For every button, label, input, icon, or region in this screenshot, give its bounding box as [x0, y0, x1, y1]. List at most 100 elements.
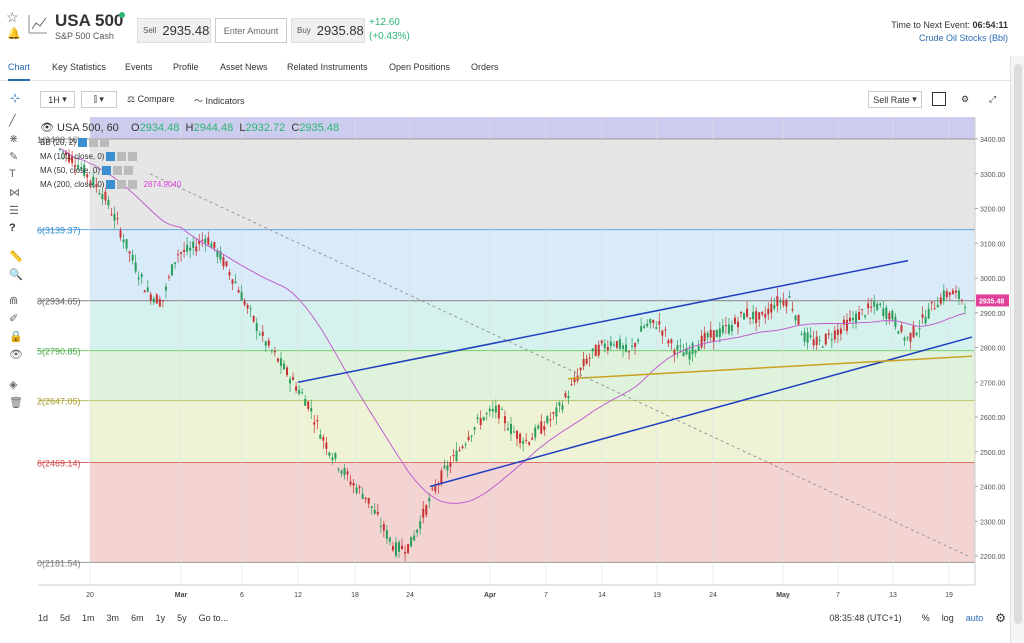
candle-body	[189, 247, 192, 251]
candle-body	[167, 276, 170, 278]
trash-icon[interactable]: 🗑	[9, 397, 23, 409]
candle-body	[561, 405, 564, 410]
candle-body	[655, 327, 658, 329]
interval-select[interactable]: 1H ▾	[40, 91, 75, 108]
candle-body	[791, 308, 794, 311]
indicator-ma100[interactable]: MA (100, close, 0)	[40, 152, 138, 162]
chart-type-select[interactable]: ⫿ ▾	[81, 91, 117, 108]
range-6m[interactable]: 6m	[131, 613, 144, 623]
pattern-tool-icon[interactable]: ⋈	[9, 187, 20, 199]
crosshair-icon[interactable]: ⊹	[10, 91, 21, 105]
price-tick-label: 2900.00	[980, 311, 1005, 318]
candle-body	[506, 428, 509, 431]
tab-chart[interactable]: Chart	[8, 62, 31, 81]
tab-orders[interactable]: Orders	[471, 62, 499, 72]
indicator-hide-icon[interactable]	[117, 180, 127, 190]
layers-icon[interactable]: ◈	[9, 379, 18, 391]
candle-body	[228, 272, 231, 276]
lock-icon[interactable]: 🔒	[9, 331, 23, 343]
candle-body	[552, 412, 555, 414]
tab-profile[interactable]: Profile	[173, 62, 199, 72]
candle-body	[71, 155, 74, 163]
indicator-remove-icon[interactable]	[128, 180, 138, 190]
indicator-ma50[interactable]: MA (50, close, 0)	[40, 166, 134, 176]
amount-input[interactable]: Enter Amount	[215, 18, 287, 43]
range-1m[interactable]: 1m	[82, 613, 95, 623]
candle-body	[894, 316, 897, 327]
fib-tool-icon[interactable]: ☰	[9, 205, 19, 217]
settings-gear-icon[interactable]: ⚙	[995, 611, 1006, 625]
tab-key-statistics[interactable]: Key Statistics	[52, 62, 107, 72]
range-1y[interactable]: 1y	[155, 613, 166, 623]
indicator-bb[interactable]: BB (20, 2)	[40, 138, 110, 148]
zoom-icon[interactable]: 🔍	[9, 269, 23, 281]
indicator-ma200[interactable]: MA (200, close, 0) 2874.9040	[40, 180, 181, 190]
range-5y[interactable]: 5y	[177, 613, 187, 623]
candle-body	[364, 497, 367, 500]
event-name-link[interactable]: Crude Oil Stocks (Bbl)	[918, 33, 1008, 43]
price-tick-label: 2300.00	[980, 519, 1005, 526]
indicator-settings-icon[interactable]	[78, 138, 88, 148]
tab-related-instruments[interactable]: Related Instruments	[287, 62, 368, 72]
candle-body	[183, 249, 186, 252]
tab-open-positions[interactable]: Open Positions	[389, 62, 451, 72]
sell-button[interactable]: Sell 2935.48	[137, 18, 211, 43]
tab-asset-news[interactable]: Asset News	[220, 62, 268, 72]
price-tick-label: 2800.00	[980, 346, 1005, 353]
fullscreen-icon[interactable]: ⤢	[989, 94, 997, 104]
text-tool-icon[interactable]: T	[9, 168, 16, 180]
candle-body	[479, 418, 482, 425]
settings-icon[interactable]: ⚙	[961, 94, 970, 104]
brush-tool-icon[interactable]: ✎	[9, 151, 19, 163]
legend-eye-icon[interactable]: 👁	[40, 122, 54, 134]
indicator-hide-icon[interactable]	[113, 166, 123, 176]
range-1d[interactable]: 1d	[38, 613, 49, 623]
indicator-hide-icon[interactable]	[89, 138, 99, 148]
log-toggle[interactable]: log	[941, 613, 954, 623]
star-icon[interactable]: ☆	[6, 9, 19, 25]
candle-body	[588, 357, 591, 359]
buy-button[interactable]: Buy 2935.88	[291, 18, 365, 43]
sell-rate-select[interactable]: Sell Rate ▾	[868, 91, 922, 108]
range-3m[interactable]: 3m	[106, 613, 120, 623]
tab-events[interactable]: Events	[125, 62, 153, 72]
scrollbar-thumb[interactable]	[1014, 64, 1022, 624]
indicator-hide-icon[interactable]	[117, 152, 127, 162]
candle-body	[724, 325, 727, 327]
indicator-remove-icon[interactable]	[124, 166, 134, 176]
multi-line-tool-icon[interactable]: ⋇	[9, 133, 19, 145]
chart-icon[interactable]	[27, 13, 49, 35]
indicator-settings-icon[interactable]	[102, 166, 112, 176]
candle-body	[909, 332, 912, 342]
ruler-icon[interactable]: 📏	[9, 251, 23, 263]
candle-body	[852, 317, 855, 321]
line-tool-icon[interactable]: ╱	[9, 115, 16, 127]
percent-toggle[interactable]: %	[921, 613, 930, 623]
candle-body	[249, 308, 252, 310]
bell-icon[interactable]: 🔔	[7, 28, 21, 40]
auto-toggle[interactable]: auto	[965, 613, 984, 623]
candle-body	[618, 339, 621, 349]
candle-body	[733, 317, 736, 324]
help-icon[interactable]: ?	[9, 222, 16, 234]
time-tick-label: 18	[351, 592, 359, 599]
checkbox-toggle[interactable]	[932, 92, 946, 106]
page-scrollbar[interactable]	[1010, 56, 1024, 643]
indicators-button[interactable]: 〜 Indicators	[194, 94, 245, 107]
indicator-settings-icon[interactable]	[106, 152, 116, 162]
compare-button[interactable]: ⚖ Compare	[127, 94, 175, 105]
c-value: 2935.48	[299, 122, 340, 134]
eye-icon[interactable]: 👁	[9, 349, 23, 361]
drawing-tools: ╱ ⋇ ✎ T ⋈ ☰ ? 📏 🔍 ⋒ ✐ 🔒 👁 ◈ 🗑	[0, 88, 30, 428]
range-5d[interactable]: 5d	[60, 613, 71, 623]
pencil-lock-icon[interactable]: ✐	[9, 313, 19, 325]
magnet-icon[interactable]: ⋒	[9, 295, 19, 307]
candle-body	[134, 262, 137, 272]
candle-body	[361, 493, 364, 499]
goto-button[interactable]: Go to...	[198, 613, 229, 623]
indicator-settings-icon[interactable]	[106, 180, 116, 190]
indicator-remove-icon[interactable]	[128, 152, 138, 162]
candle-body	[809, 335, 812, 338]
indicator-remove-icon[interactable]	[100, 138, 110, 148]
